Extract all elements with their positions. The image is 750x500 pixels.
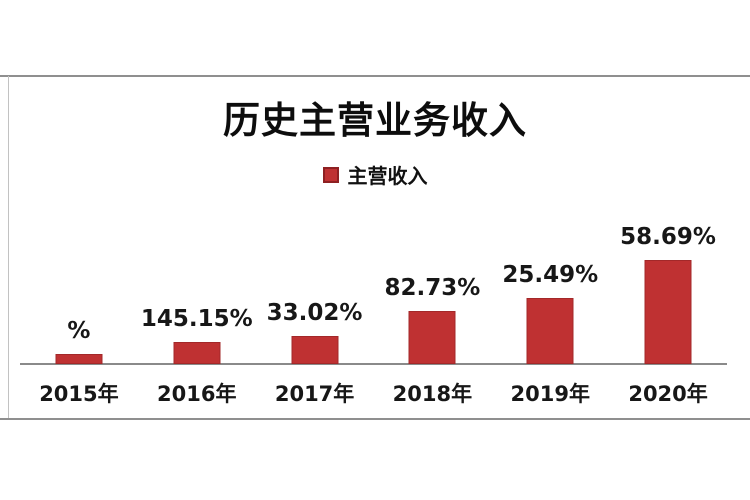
bar-group-2016: 145.15% 2016年: [138, 0, 256, 500]
data-label: 33.02%: [266, 300, 363, 326]
x-tick-label: 2015年: [39, 382, 119, 406]
x-tick-label: 2016年: [157, 382, 237, 406]
bar: [408, 311, 456, 364]
bottom-divider-line: [0, 418, 750, 420]
bar: [291, 336, 339, 364]
bar-group-2018: 82.73% 2018年: [373, 0, 491, 500]
legend-swatch: [322, 166, 339, 183]
chart-left-border-line: [8, 76, 9, 418]
x-tick-label: 2018年: [392, 382, 473, 406]
data-label: %: [67, 318, 91, 344]
x-axis-line: [20, 363, 727, 365]
bar: [55, 354, 103, 364]
chart-title: 历史主营业务收入: [223, 98, 527, 142]
data-label: 58.69%: [620, 224, 716, 250]
bar: [526, 298, 574, 364]
x-tick-label: 2017年: [274, 382, 355, 406]
bar-group-2019: 25.49% 2019年: [491, 0, 609, 500]
legend: 主营收入: [0, 160, 750, 189]
bar: [173, 342, 221, 364]
data-label: 145.15%: [140, 306, 253, 332]
top-divider-line: [0, 75, 750, 77]
legend-label: 主营收入: [347, 164, 428, 188]
data-label: 25.49%: [502, 262, 599, 288]
bar: [644, 260, 692, 364]
x-tick-label: 2019年: [510, 382, 590, 406]
bar-group-2015: % 2015年: [20, 0, 138, 500]
data-label: 82.73%: [384, 275, 481, 301]
bar-group-2020: 58.69% 2020年: [609, 0, 727, 500]
x-tick-label: 2020年: [628, 382, 708, 406]
bar-group-2017: 33.02% 2017年: [256, 0, 374, 500]
